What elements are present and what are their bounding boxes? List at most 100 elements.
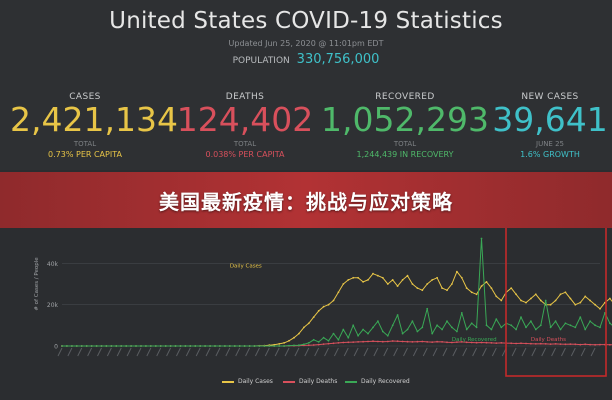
data-point xyxy=(411,320,414,323)
data-point xyxy=(500,342,503,344)
population-value: 330,756,000 xyxy=(296,52,380,67)
data-point xyxy=(584,328,587,331)
x-tick-mark xyxy=(590,347,596,357)
title-banner xyxy=(0,172,612,228)
data-point xyxy=(90,345,93,347)
series-line-daily-recovered xyxy=(62,238,612,347)
x-tick-mark xyxy=(482,347,487,357)
data-point xyxy=(594,343,596,346)
x-tick-mark xyxy=(67,347,73,357)
x-tick-mark xyxy=(353,347,359,357)
x-tick-mark xyxy=(373,347,379,357)
data-point xyxy=(480,237,483,240)
data-point xyxy=(352,341,355,343)
data-point xyxy=(475,341,478,344)
data-point xyxy=(307,344,310,347)
data-point xyxy=(204,345,207,347)
data-point xyxy=(347,341,350,344)
data-point xyxy=(579,343,582,346)
data-point xyxy=(149,345,152,347)
x-tick-mark xyxy=(551,347,557,357)
data-point xyxy=(609,322,611,325)
data-point xyxy=(559,293,562,296)
x-tick-mark xyxy=(324,347,329,357)
data-point xyxy=(554,343,557,345)
data-point xyxy=(219,345,221,347)
data-point xyxy=(238,345,241,347)
y-tick-label: 0 xyxy=(54,344,58,351)
data-point xyxy=(293,336,295,339)
data-point xyxy=(189,345,192,347)
data-point xyxy=(307,322,310,325)
data-point xyxy=(154,345,157,347)
data-point xyxy=(460,312,463,314)
data-point xyxy=(85,345,88,347)
data-point xyxy=(312,344,315,346)
data-point xyxy=(100,345,103,347)
data-point xyxy=(465,328,468,331)
data-point xyxy=(520,316,522,318)
data-point xyxy=(500,299,503,302)
data-point xyxy=(298,344,300,347)
data-point xyxy=(233,345,236,347)
x-tick-mark xyxy=(235,347,241,357)
page-title: United States COVID-19 Statistics xyxy=(109,8,503,34)
data-point xyxy=(470,291,473,294)
data-point xyxy=(317,343,320,346)
data-point xyxy=(475,326,478,329)
data-point xyxy=(495,342,498,344)
stat-label: DEATHS xyxy=(225,92,265,102)
data-point xyxy=(307,342,310,344)
data-point xyxy=(480,341,483,344)
data-point xyxy=(135,345,137,347)
data-point xyxy=(105,345,108,347)
data-point xyxy=(520,299,522,302)
stat-sub: 0.038% PER CAPITA xyxy=(205,150,285,159)
data-point xyxy=(426,307,429,310)
data-point xyxy=(431,341,434,343)
data-point xyxy=(278,343,281,345)
data-point xyxy=(377,274,379,277)
data-point xyxy=(391,324,394,327)
data-point xyxy=(381,340,384,343)
data-point xyxy=(421,340,424,343)
data-point xyxy=(594,303,596,306)
data-point xyxy=(140,345,142,347)
data-point xyxy=(288,344,290,347)
data-point xyxy=(574,326,577,329)
data-point xyxy=(485,341,488,344)
data-point xyxy=(456,341,458,343)
data-point xyxy=(184,345,187,347)
x-tick-mark xyxy=(166,347,172,357)
x-tick-mark xyxy=(432,347,438,357)
x-tick-mark xyxy=(205,347,211,357)
data-point xyxy=(367,332,369,335)
x-tick-mark xyxy=(87,347,93,357)
data-point xyxy=(327,339,330,342)
x-tick-mark xyxy=(126,347,132,357)
data-point xyxy=(283,342,285,344)
stat-label: RECOVERED xyxy=(375,92,435,102)
data-point xyxy=(372,340,374,343)
data-point xyxy=(352,276,355,279)
data-point xyxy=(574,303,577,306)
data-point xyxy=(534,328,537,331)
data-point xyxy=(342,341,345,344)
data-point xyxy=(391,279,394,281)
x-tick-mark xyxy=(156,347,162,357)
data-point xyxy=(298,332,300,335)
x-tick-mark xyxy=(412,347,418,357)
data-point xyxy=(470,322,473,325)
data-point xyxy=(362,328,364,331)
x-tick-mark xyxy=(561,347,566,357)
data-point xyxy=(436,324,438,327)
x-tick-mark xyxy=(225,347,231,357)
data-point xyxy=(396,340,399,343)
data-point xyxy=(451,326,453,329)
data-point xyxy=(539,324,542,327)
data-point xyxy=(66,345,68,347)
data-point xyxy=(579,301,582,304)
data-point xyxy=(125,345,128,347)
stat-recovered: RECOVERED 1,052,293 TOTAL 1,244,439 IN R… xyxy=(320,92,490,159)
data-point xyxy=(357,334,359,337)
